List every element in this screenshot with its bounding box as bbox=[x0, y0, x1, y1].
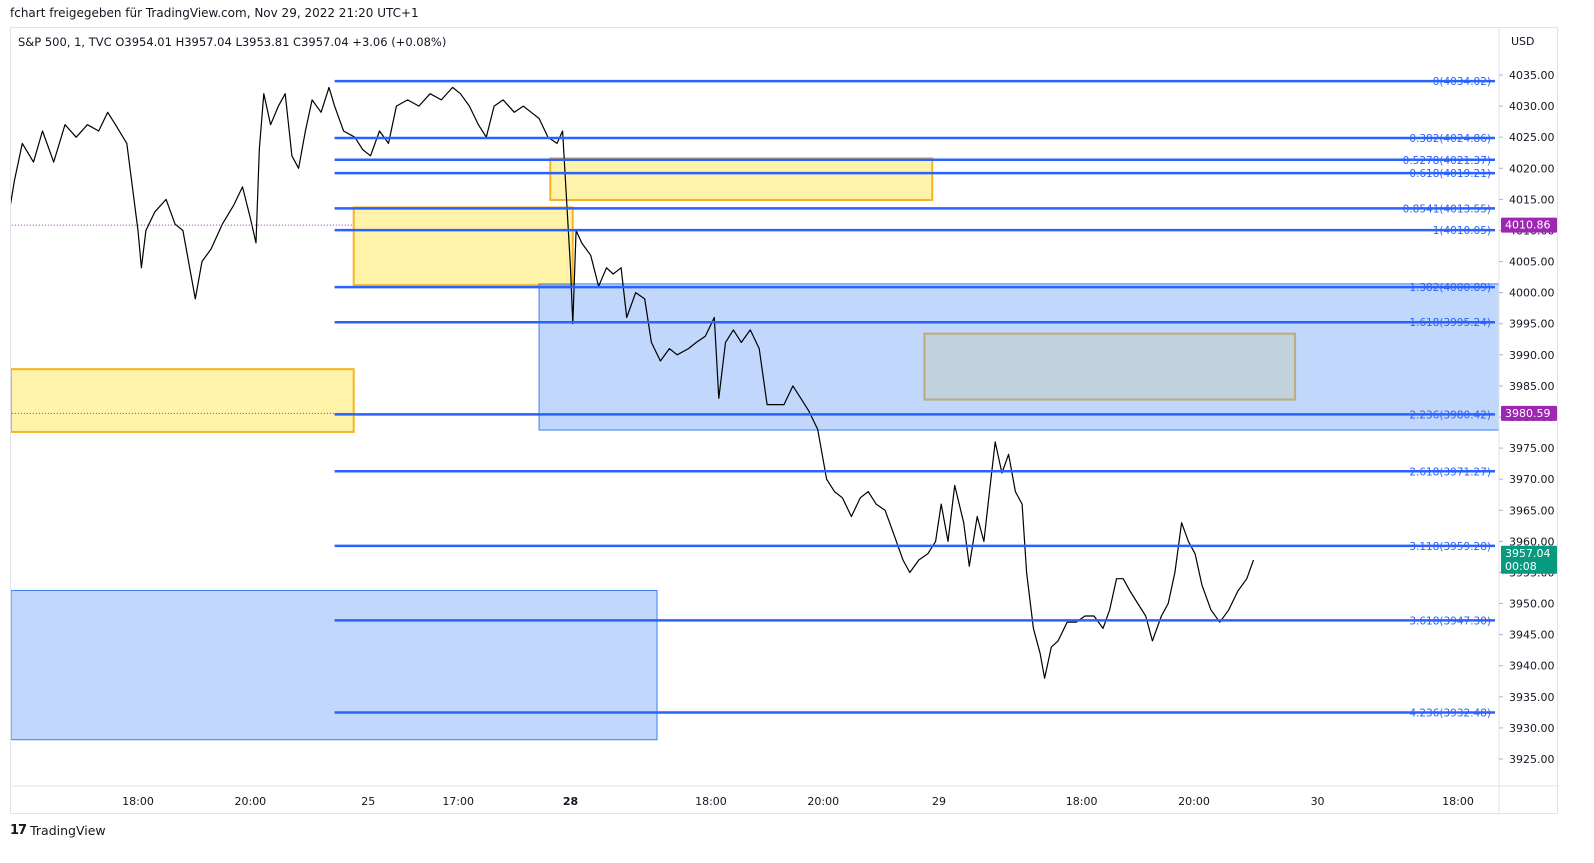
fib-level-label-0.5278: 0.5278(4021.37) bbox=[1403, 155, 1491, 167]
y-tick-label: 3975.00 bbox=[1509, 442, 1555, 455]
y-tick-label: 3995.00 bbox=[1509, 318, 1555, 331]
zone-supply-0[interactable] bbox=[11, 368, 355, 433]
fib-level-label-2.236: 2.236(3980.42) bbox=[1409, 409, 1491, 421]
fib-level-label-3.618: 3.618(3947.30) bbox=[1409, 615, 1491, 627]
y-tick-label: 3965.00 bbox=[1509, 504, 1555, 517]
price-series-line[interactable] bbox=[11, 86, 1255, 679]
fib-level-label-0: 0(4034.02) bbox=[1433, 76, 1491, 88]
x-tick-label: 30 bbox=[1311, 795, 1325, 808]
y-tick-label: 3940.00 bbox=[1509, 660, 1555, 673]
price-badge-0[interactable] bbox=[1501, 217, 1557, 233]
y-tick-label: 4005.00 bbox=[1509, 256, 1555, 269]
currency-label: USD bbox=[1511, 35, 1535, 48]
price-badge-countdown: 00:08 bbox=[1505, 560, 1537, 573]
zone-demand-4[interactable] bbox=[538, 283, 1500, 431]
fib-level-label-0.618: 0.618(4019.21) bbox=[1409, 168, 1491, 180]
x-tick-label: 18:00 bbox=[1066, 795, 1098, 808]
zone-supply-1[interactable] bbox=[352, 206, 574, 287]
y-tick-label: 4035.00 bbox=[1509, 69, 1555, 82]
y-tick-label: 4025.00 bbox=[1509, 131, 1555, 144]
fib-level-label-1.618: 1.618(3995.24) bbox=[1409, 317, 1491, 329]
fib-level-label-0.8541: 0.8541(4013.55) bbox=[1403, 203, 1491, 215]
x-tick-label: 29 bbox=[932, 795, 946, 808]
y-tick-label: 4000.00 bbox=[1509, 287, 1555, 300]
zone-demand-5[interactable] bbox=[11, 589, 658, 741]
y-tick-label: 3990.00 bbox=[1509, 349, 1555, 362]
tradingview-logo-text: TradingView bbox=[30, 823, 106, 838]
tradingview-logo[interactable]: 17 TradingView bbox=[10, 823, 106, 838]
y-tick-label: 3930.00 bbox=[1509, 722, 1555, 735]
tradingview-logo-icon: 17 bbox=[10, 823, 27, 838]
fib-level-label-4.236: 4.236(3932.48) bbox=[1409, 707, 1491, 719]
y-tick-label: 3950.00 bbox=[1509, 598, 1555, 611]
fib-level-label-2.618: 2.618(3971.27) bbox=[1409, 466, 1491, 478]
price-badge-label-1: 3980.59 bbox=[1505, 407, 1551, 420]
symbol-legend: S&P 500, 1, TVC O3954.01 H3957.04 L3953.… bbox=[18, 35, 446, 49]
chart-frame[interactable]: 0(4034.02) 0.382(4024.86) 0.5278(4021.37) 0… bbox=[10, 27, 1559, 815]
fib-level-label-1.382: 1.382(4000.89) bbox=[1409, 282, 1491, 294]
price-badge-1[interactable] bbox=[1501, 405, 1557, 421]
fib-level-label-0.382: 0.382(4024.86) bbox=[1409, 133, 1491, 145]
fib-level-label-1: 1(4010.05) bbox=[1433, 225, 1491, 237]
price-badge-label-2: 3957.04 bbox=[1505, 547, 1551, 560]
fib-level-label-3.118: 3.118(3959.28) bbox=[1409, 541, 1491, 553]
x-tick-label: 18:00 bbox=[695, 795, 727, 808]
y-tick-label: 3985.00 bbox=[1509, 380, 1555, 393]
y-tick-label: 3970.00 bbox=[1509, 473, 1555, 486]
x-tick-label: 18:00 bbox=[1442, 795, 1474, 808]
x-tick-label: 20:00 bbox=[807, 795, 839, 808]
x-tick-label: 17:00 bbox=[442, 795, 474, 808]
zone-supply-2[interactable] bbox=[549, 157, 934, 201]
y-tick-label: 3925.00 bbox=[1509, 753, 1555, 766]
x-tick-label: 20:00 bbox=[234, 795, 266, 808]
price-badge-2[interactable] bbox=[1501, 545, 1557, 574]
y-tick-label: 4020.00 bbox=[1509, 162, 1555, 175]
y-tick-label: 3935.00 bbox=[1509, 691, 1555, 704]
y-tick-label: 3945.00 bbox=[1509, 629, 1555, 642]
publisher-note: fchart freigegeben für TradingView.com, … bbox=[10, 6, 419, 20]
x-tick-label: 28 bbox=[563, 795, 578, 808]
y-tick-label: 4030.00 bbox=[1509, 100, 1555, 113]
x-tick-label: 25 bbox=[361, 795, 375, 808]
y-tick-label: 4015.00 bbox=[1509, 193, 1555, 206]
x-tick-label: 20:00 bbox=[1178, 795, 1210, 808]
zone-supply-on-demand-3[interactable] bbox=[923, 332, 1297, 401]
price-badge-label-0: 4010.86 bbox=[1505, 219, 1551, 232]
chart-svg[interactable]: 0(4034.02)0.382(4024.86)0.5278(4021.37)0… bbox=[11, 28, 1559, 815]
x-tick-label: 18:00 bbox=[122, 795, 154, 808]
y-tick-label: 3960.00 bbox=[1509, 535, 1555, 548]
